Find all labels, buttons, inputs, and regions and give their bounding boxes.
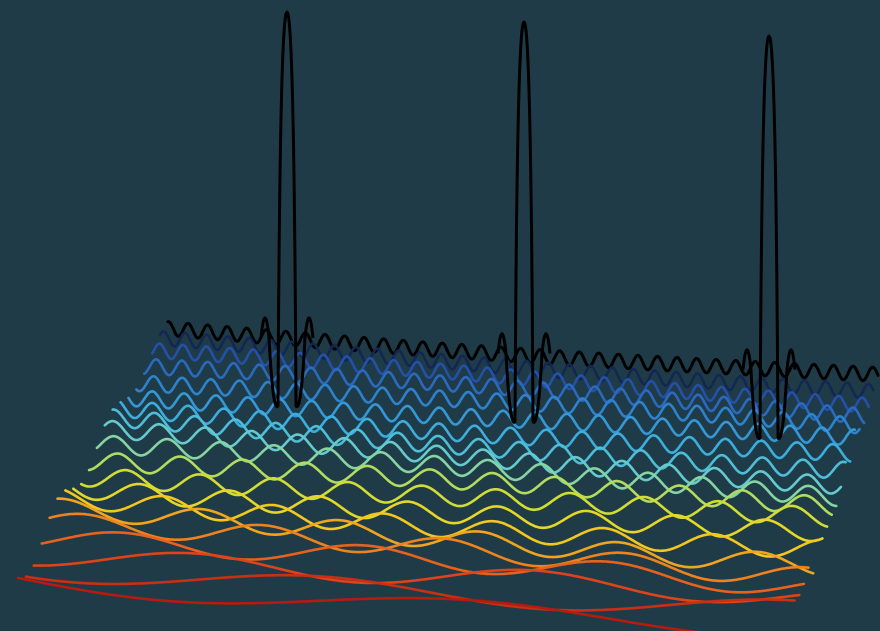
wave-trace-6 xyxy=(64,489,820,558)
wave-trace-8 xyxy=(79,468,829,528)
wave-trace-17 xyxy=(150,342,870,413)
wave-trace-14 xyxy=(127,390,857,446)
wave-trace-13 xyxy=(119,401,852,463)
wave-trace-3 xyxy=(40,531,806,594)
wave-trace-0 xyxy=(16,576,699,631)
peak-3 xyxy=(741,34,797,441)
wave-trace-2 xyxy=(32,551,801,604)
peak-2 xyxy=(496,20,552,424)
wave-trace-1 xyxy=(24,573,796,612)
wave-trace-15 xyxy=(135,375,861,435)
wave-trace-16 xyxy=(143,358,866,425)
wave-trace-10 xyxy=(95,434,838,508)
wave-trace-12 xyxy=(111,408,847,479)
peak-1 xyxy=(259,10,315,409)
wave-trace-7 xyxy=(72,482,824,543)
wave-trace-5 xyxy=(56,497,815,575)
wave-trace-4 xyxy=(48,512,810,583)
